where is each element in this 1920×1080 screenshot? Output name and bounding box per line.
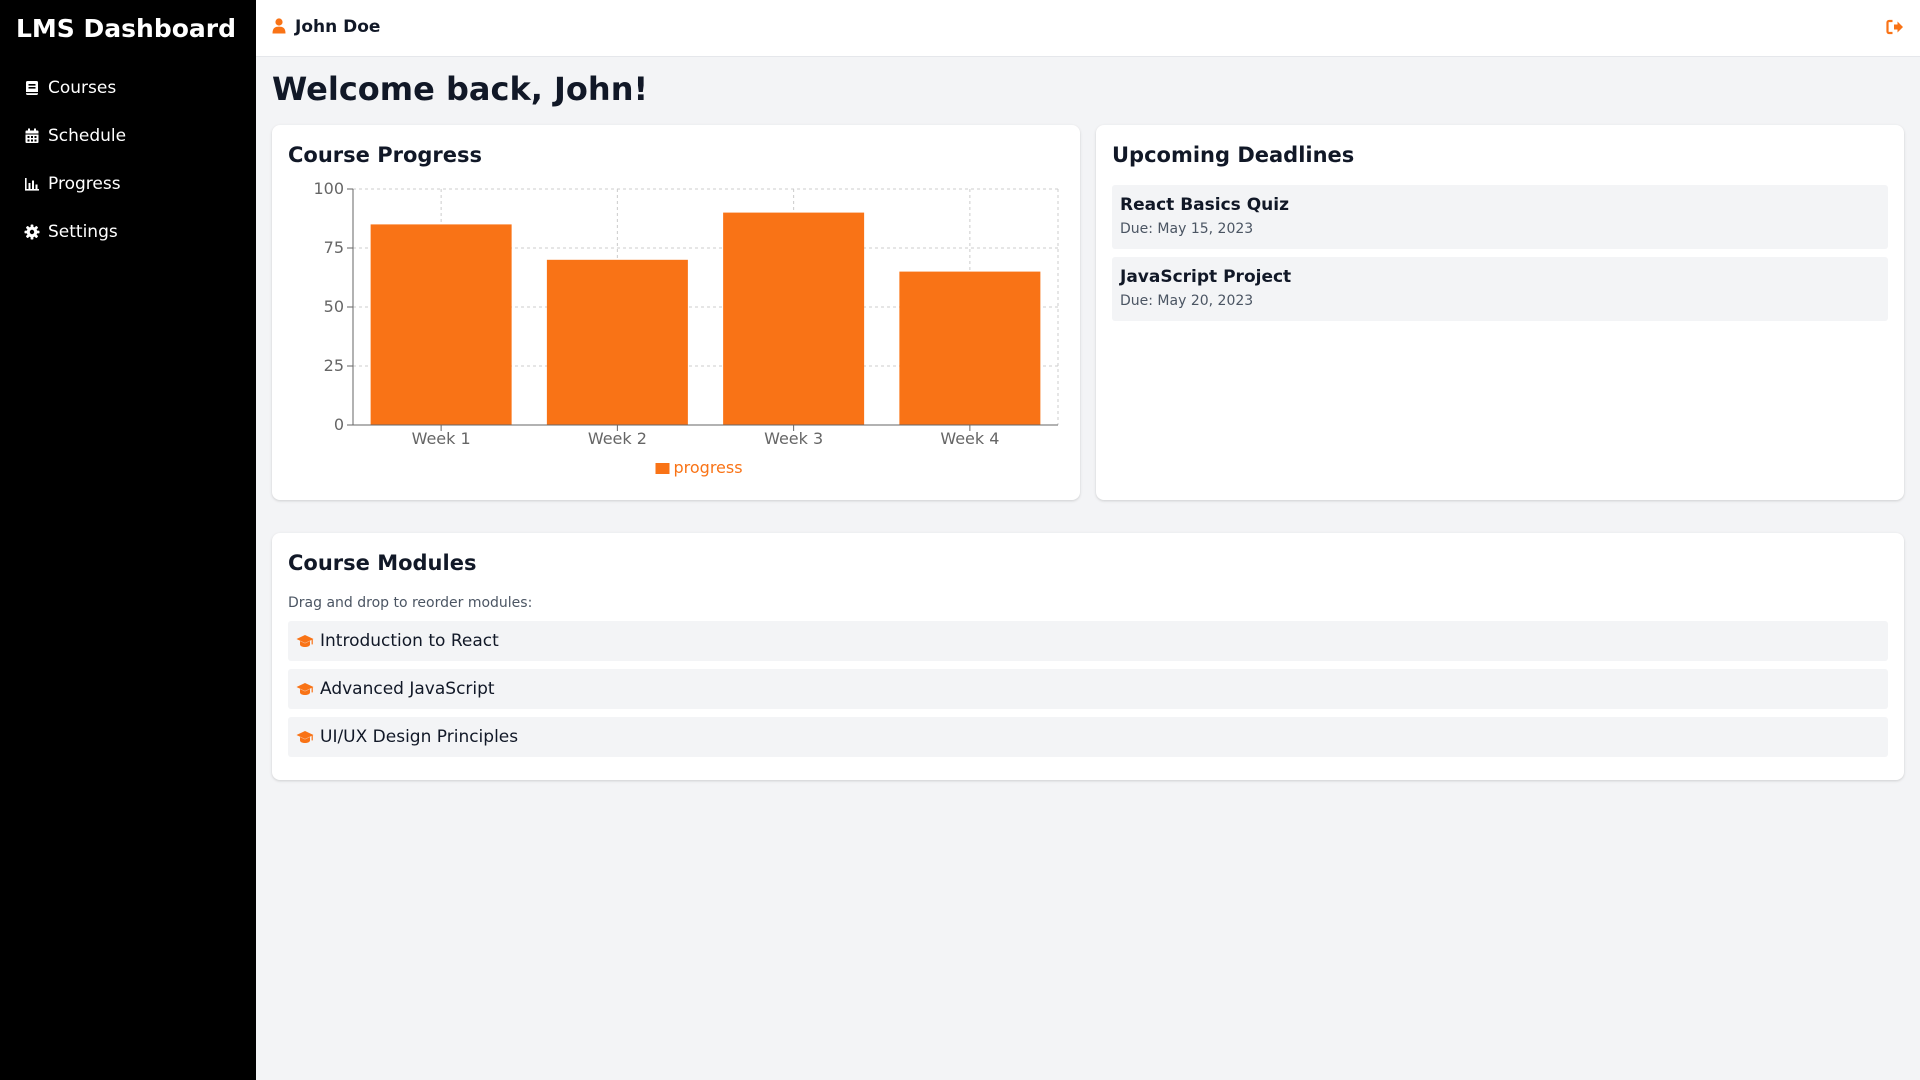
deadline-item[interactable]: JavaScript Project Due: May 20, 2023 [1112, 257, 1888, 321]
chart-bar[interactable] [899, 271, 1041, 425]
sign-out-icon[interactable] [1886, 19, 1904, 35]
course-progress-card: Course Progress 0 25 50 75 100 Week 1 Week 2 We… [272, 125, 1080, 500]
deadline-title: React Basics Quiz [1120, 195, 1289, 215]
deadline-due-date: Due: May 15, 2023 [1120, 221, 1254, 237]
upcoming-deadlines-card: Upcoming Deadlines React Basics Quiz Due… [1096, 125, 1904, 500]
card-title: Course Modules [288, 551, 477, 575]
sidebar-item-schedule[interactable]: Schedule [0, 112, 256, 160]
sidebar-item-label: Schedule [48, 126, 127, 146]
graduation-cap-icon [296, 634, 314, 648]
modules-hint: Drag and drop to reorder modules: [288, 595, 533, 611]
sidebar-item-label: Courses [48, 78, 117, 98]
module-item[interactable]: Introduction to React [288, 621, 1888, 661]
card-title: Course Progress [288, 143, 483, 167]
progress-chart: 0 25 50 75 100 Week 1 Week 2 Week 3 Week 4 progre… [313, 179, 1059, 477]
deadline-due-date: Due: May 20, 2023 [1120, 293, 1254, 309]
y-tick-label: 75 [324, 238, 344, 257]
calendar-icon [24, 128, 40, 144]
course-modules-card: Course Modules Drag and drop to reorder … [272, 533, 1904, 780]
sidebar-item-label: Progress [48, 174, 121, 194]
module-label: UI/UX Design Principles [320, 727, 519, 747]
user-name: John Doe [295, 17, 381, 37]
card-title: Upcoming Deadlines [1112, 143, 1355, 167]
app-title: LMS Dashboard [16, 14, 236, 43]
y-tick-label: 100 [313, 179, 344, 198]
legend-label: progress [674, 458, 743, 477]
chart-bar[interactable] [370, 224, 512, 425]
bar-chart-icon [24, 176, 40, 192]
sidebar-nav: Courses Schedule Progress Settings [0, 64, 256, 256]
y-tick-label: 25 [324, 356, 344, 375]
sidebar-item-label: Settings [48, 222, 118, 242]
sidebar: LMS Dashboard Courses Schedule Progress … [0, 0, 256, 1080]
x-tick-label: Week 1 [412, 429, 471, 448]
deadline-title: JavaScript Project [1120, 267, 1292, 287]
module-item[interactable]: Advanced JavaScript [288, 669, 1888, 709]
top-bar: John Doe [256, 0, 1920, 57]
x-tick-label: Week 4 [940, 429, 999, 448]
gear-icon [24, 224, 40, 240]
sidebar-item-courses[interactable]: Courses [0, 64, 256, 112]
legend-swatch [655, 463, 670, 474]
graduation-cap-icon [296, 730, 314, 744]
graduation-cap-icon [296, 682, 314, 696]
chart-bar[interactable] [723, 212, 865, 425]
module-label: Introduction to React [320, 631, 499, 651]
module-label: Advanced JavaScript [320, 679, 495, 699]
chart-bar[interactable] [546, 259, 688, 425]
x-tick-label: Week 2 [588, 429, 647, 448]
welcome-heading: Welcome back, John! [272, 70, 649, 108]
y-tick-label: 0 [334, 415, 344, 434]
sidebar-item-progress[interactable]: Progress [0, 160, 256, 208]
x-tick-label: Week 3 [764, 429, 823, 448]
sidebar-item-settings[interactable]: Settings [0, 208, 256, 256]
module-item[interactable]: UI/UX Design Principles [288, 717, 1888, 757]
book-icon [24, 80, 40, 96]
y-tick-label: 50 [324, 297, 344, 316]
user-icon [272, 18, 288, 36]
deadline-item[interactable]: React Basics Quiz Due: May 15, 2023 [1112, 185, 1888, 249]
user-profile[interactable]: John Doe [272, 17, 380, 37]
